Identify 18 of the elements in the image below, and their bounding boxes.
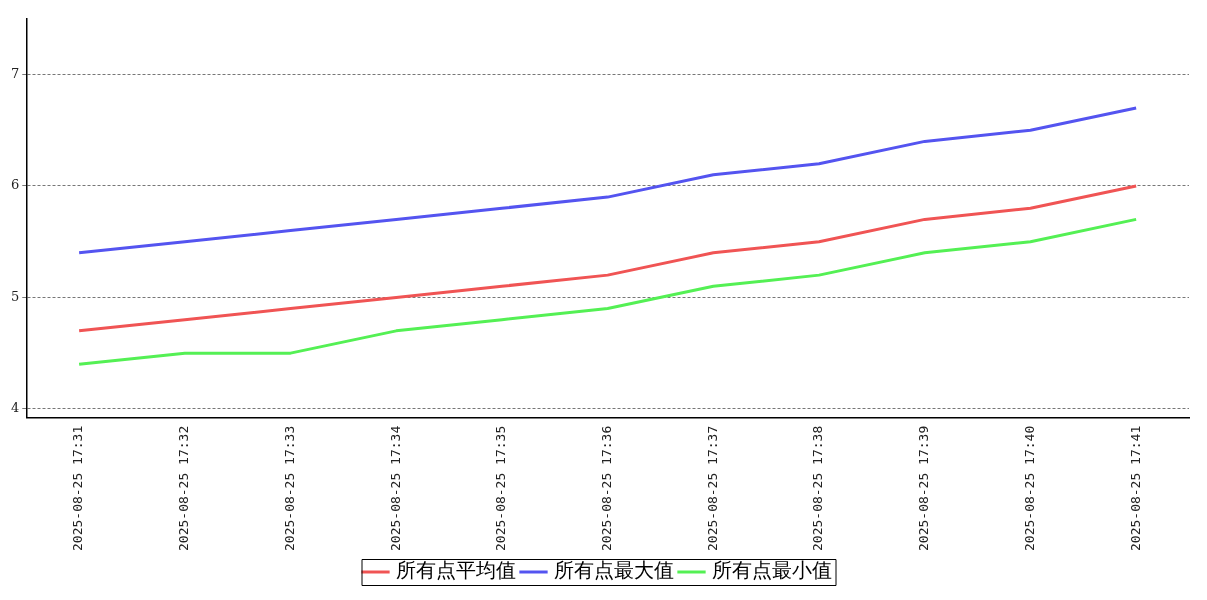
y-tick-label: 6 <box>10 177 20 193</box>
x-tick-label: 2025-08-25 17:33 <box>281 425 297 552</box>
x-tick-label: 2025-08-25 17:41 <box>1127 425 1143 552</box>
x-tick-label: 2025-08-25 17:38 <box>810 425 826 552</box>
x-tick-label: 2025-08-25 17:37 <box>704 425 720 552</box>
x-tick-label: 2025-08-25 17:32 <box>176 425 192 552</box>
x-tick-label: 2025-08-25 17:40 <box>1021 425 1037 552</box>
x-tick-label: 2025-08-25 17:39 <box>916 425 932 552</box>
x-tick-label: 2025-08-25 17:31 <box>70 425 86 552</box>
legend-label: 所有点平均值 <box>395 558 516 583</box>
y-tick-label: 4 <box>10 400 20 416</box>
x-tick-label: 2025-08-25 17:36 <box>599 425 615 552</box>
x-tick-label: 2025-08-25 17:35 <box>493 425 509 552</box>
y-tick-label: 5 <box>10 288 20 304</box>
legend-label: 所有点最大值 <box>553 558 674 583</box>
y-tick-label: 7 <box>10 65 20 81</box>
legend-label: 所有点最小值 <box>711 558 832 583</box>
x-tick-label: 2025-08-25 17:34 <box>387 425 403 552</box>
